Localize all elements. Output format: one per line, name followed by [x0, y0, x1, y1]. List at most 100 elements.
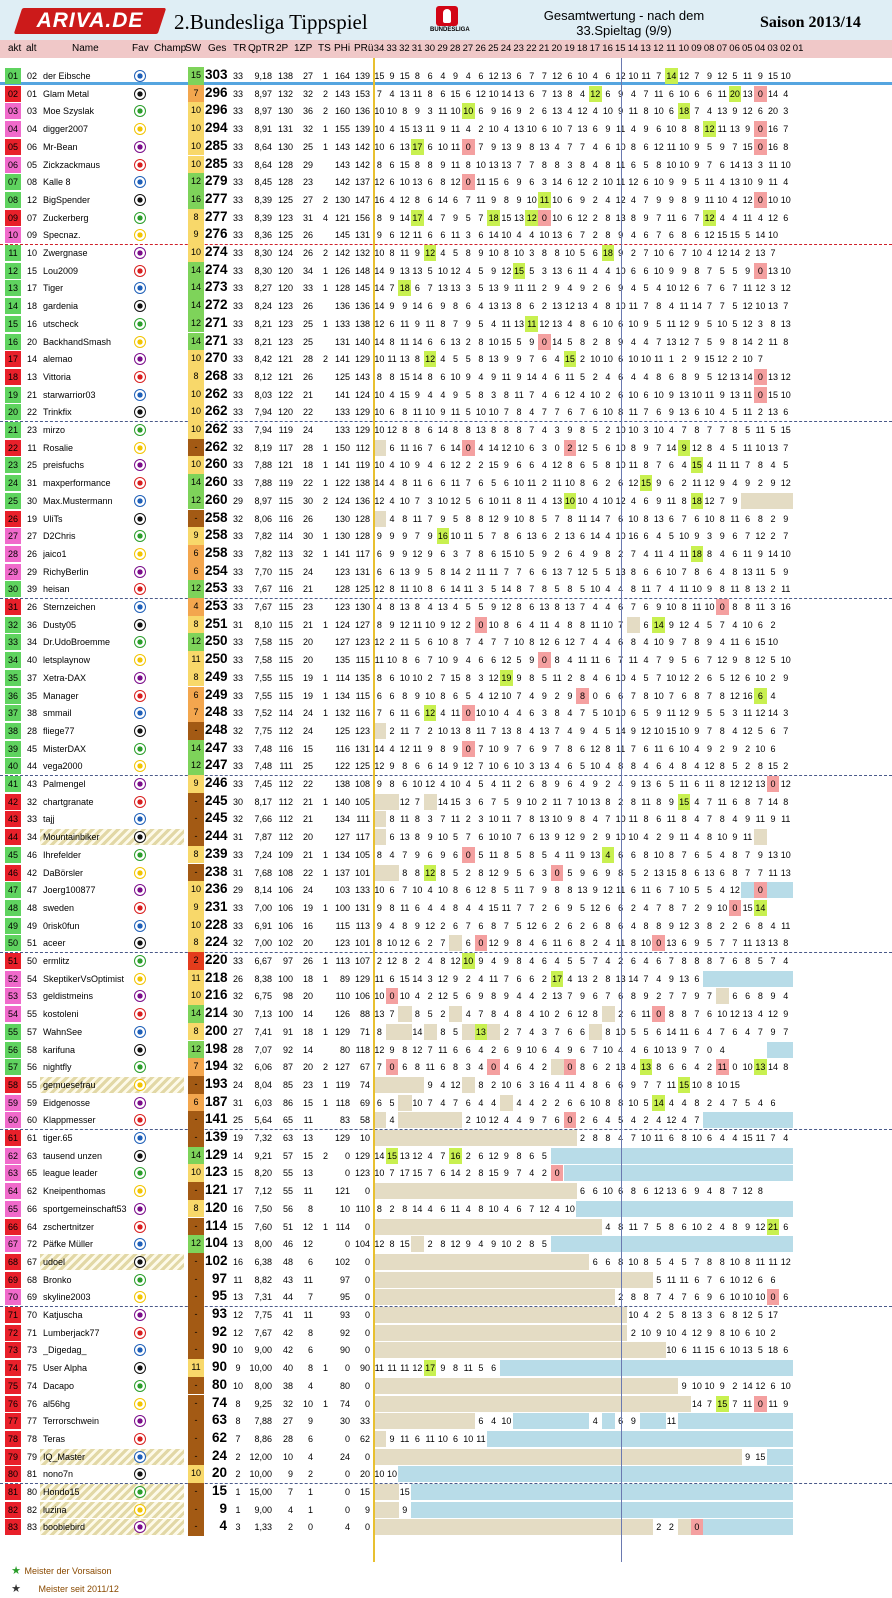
player-name[interactable]: Lou2009: [43, 265, 79, 276]
player-name[interactable]: Palmengel: [43, 779, 86, 789]
player-name[interactable]: karifuna: [43, 1044, 76, 1055]
player-name[interactable]: preisfuchs: [43, 460, 85, 471]
player-name[interactable]: DaBörsler: [43, 867, 84, 878]
player-name[interactable]: SkeptikerVsOptimist: [43, 973, 125, 984]
player-name[interactable]: Dusty05: [43, 619, 77, 630]
rank-current: 02: [5, 85, 21, 102]
player-name[interactable]: nono7n: [43, 1469, 74, 1480]
player-name[interactable]: Klappmesser: [43, 1115, 96, 1126]
player-name[interactable]: MisterDAX: [43, 743, 87, 754]
player-name[interactable]: skyline2003: [43, 1292, 91, 1303]
player-name[interactable]: Kneipenthomas: [43, 1186, 106, 1197]
player-name[interactable]: Lumberjack77: [43, 1327, 100, 1338]
player-name[interactable]: Manager: [43, 690, 79, 701]
player-name[interactable]: boobiebird: [43, 1522, 86, 1533]
player-name[interactable]: Mountainbiker: [43, 832, 100, 843]
player-name[interactable]: Joerg100877: [43, 885, 96, 896]
matchday-score: 10: [742, 1062, 753, 1073]
player-name[interactable]: BigSpender: [43, 194, 91, 205]
player-name[interactable]: al56hg: [43, 1398, 71, 1409]
player-name[interactable]: smmail: [43, 708, 72, 719]
one-point-count: 18: [302, 460, 313, 471]
player-name[interactable]: alemao: [43, 354, 73, 365]
player-name[interactable]: gemuesefrau: [43, 1079, 96, 1090]
matchday-score: 8: [681, 230, 687, 241]
player-name[interactable]: WahnSee: [43, 1026, 83, 1037]
player-name[interactable]: Rosalie: [43, 442, 74, 453]
player-name[interactable]: Eidgenosse: [43, 1097, 91, 1108]
player-name[interactable]: chartgranate: [43, 796, 94, 807]
player-name[interactable]: jaico1: [43, 548, 67, 559]
missed-matchday-cell: [436, 1395, 450, 1412]
player-name[interactable]: Zwergnase: [43, 248, 88, 258]
matchday-score: 12: [475, 885, 486, 896]
player-name[interactable]: utscheck: [43, 318, 79, 329]
player-name[interactable]: letsplaynow: [43, 655, 91, 666]
player-name[interactable]: ermlitz: [43, 956, 70, 966]
player-name[interactable]: tiger.65: [43, 1133, 73, 1143]
table-row: 60 60 Klappmesser -141 25 5,64 65 11 83 58 4 2 10 12 4…: [0, 1111, 892, 1129]
player-name[interactable]: sweden: [43, 902, 75, 913]
player-name[interactable]: kostoleni: [43, 1009, 79, 1020]
player-name[interactable]: heisan: [43, 584, 70, 595]
player-name[interactable]: Xetra-DAX: [43, 672, 87, 683]
player-name[interactable]: Ihrefelder: [43, 849, 82, 860]
player-name[interactable]: Specnaz.: [43, 230, 81, 241]
player-name[interactable]: Terrorschwein: [43, 1416, 100, 1427]
player-name[interactable]: User Alpha: [43, 1363, 88, 1374]
matchday-score: 5: [592, 425, 598, 435]
player-name[interactable]: Dr.UdoBroemme: [43, 637, 111, 648]
player-name[interactable]: Katjuscha: [43, 1310, 83, 1320]
player-name[interactable]: gardenia: [43, 301, 79, 312]
player-name[interactable]: Vittoria: [43, 371, 71, 382]
player-name[interactable]: aceer: [43, 938, 66, 949]
player-name[interactable]: Teras: [43, 1433, 66, 1444]
player-name[interactable]: Max.Mustermann: [43, 495, 113, 506]
matchday-score: 13: [666, 336, 677, 347]
player-name[interactable]: udoel: [43, 1256, 66, 1267]
missed-matchday-cell: [614, 1395, 628, 1412]
player-name[interactable]: Kalle 8: [43, 177, 71, 188]
player-name[interactable]: Glam Metal: [43, 88, 90, 99]
player-name[interactable]: BackhandSmash: [43, 336, 112, 347]
player-name[interactable]: Moe Szyslak: [43, 106, 95, 117]
matchday-score: 8: [465, 513, 471, 524]
player-name[interactable]: starwarrior03: [43, 389, 96, 400]
player-name[interactable]: luzina: [43, 1504, 67, 1515]
player-name[interactable]: tajj: [43, 814, 55, 825]
matchday-score: 7: [668, 991, 674, 1002]
player-name[interactable]: Trinkfix: [43, 407, 72, 418]
ariva-logo[interactable]: ARIVA.DE: [13, 8, 167, 34]
player-name[interactable]: IQ_Master: [43, 1451, 86, 1462]
player-name[interactable]: sportgemeinschaft53: [43, 1203, 127, 1214]
player-name[interactable]: fliege77: [43, 725, 75, 736]
player-name[interactable]: digger2007: [43, 124, 89, 135]
player-name[interactable]: Bronko: [43, 1274, 72, 1285]
player-name[interactable]: der Eibsche: [43, 71, 91, 81]
player-name[interactable]: maxperformance: [43, 478, 111, 489]
player-name[interactable]: Mr-Bean: [43, 141, 78, 152]
col-matchday: 12: [653, 43, 664, 54]
player-name[interactable]: zschertnitzer: [43, 1221, 95, 1232]
player-name[interactable]: Hondo15: [43, 1487, 80, 1497]
player-name[interactable]: Zickzackmaus: [43, 159, 101, 170]
matchday-score: 16: [450, 1150, 461, 1161]
player-name[interactable]: nightfly: [43, 1062, 72, 1073]
player-name[interactable]: tausend unzen: [43, 1150, 103, 1161]
player-name[interactable]: vega2000: [43, 761, 83, 772]
player-name[interactable]: _Digedag_: [43, 1345, 87, 1356]
player-name[interactable]: D2Chris: [43, 531, 76, 542]
player-name[interactable]: Tiger: [43, 283, 64, 294]
player-name[interactable]: UliTs: [43, 513, 63, 524]
player-name[interactable]: Zuckerberg: [43, 212, 89, 223]
player-name[interactable]: Sternzeichen: [43, 602, 96, 612]
player-name[interactable]: league leader: [43, 1168, 98, 1179]
player-name[interactable]: mirzo: [43, 425, 65, 435]
player-name[interactable]: RichyBerlin: [43, 566, 89, 577]
player-name[interactable]: geldistmeins: [43, 991, 94, 1002]
col-matchday: 08: [703, 43, 715, 54]
player-name[interactable]: Dacapo: [43, 1380, 75, 1391]
missed-matchday-cell: [398, 1448, 412, 1465]
player-name[interactable]: 0risk0fun: [43, 920, 80, 931]
player-name[interactable]: Päfke Müller: [43, 1239, 94, 1250]
